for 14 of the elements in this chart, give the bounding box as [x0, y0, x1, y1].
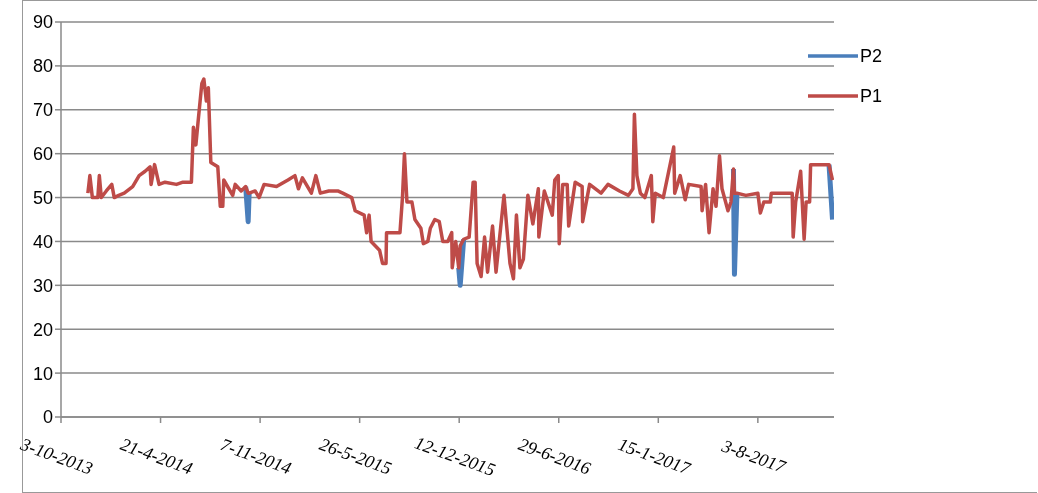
y-tick-label: 30: [32, 275, 53, 296]
legend-label: P1: [860, 85, 883, 107]
legend-label: P2: [860, 45, 883, 67]
y-tick-label: 40: [32, 231, 53, 252]
x-tick-label: 3-8-2017: [718, 435, 790, 478]
y-tick-label: 10: [32, 363, 53, 384]
y-tick-label: 50: [32, 187, 53, 208]
y-tick-label: 70: [32, 100, 53, 121]
y-tick-label: 0: [42, 407, 53, 428]
line-series: [86, 77, 834, 281]
y-tick-label: 20: [32, 319, 53, 340]
y-tick-label: 80: [32, 56, 53, 77]
y-tick-label: 60: [32, 144, 53, 165]
y-tick-label: 90: [32, 12, 53, 33]
